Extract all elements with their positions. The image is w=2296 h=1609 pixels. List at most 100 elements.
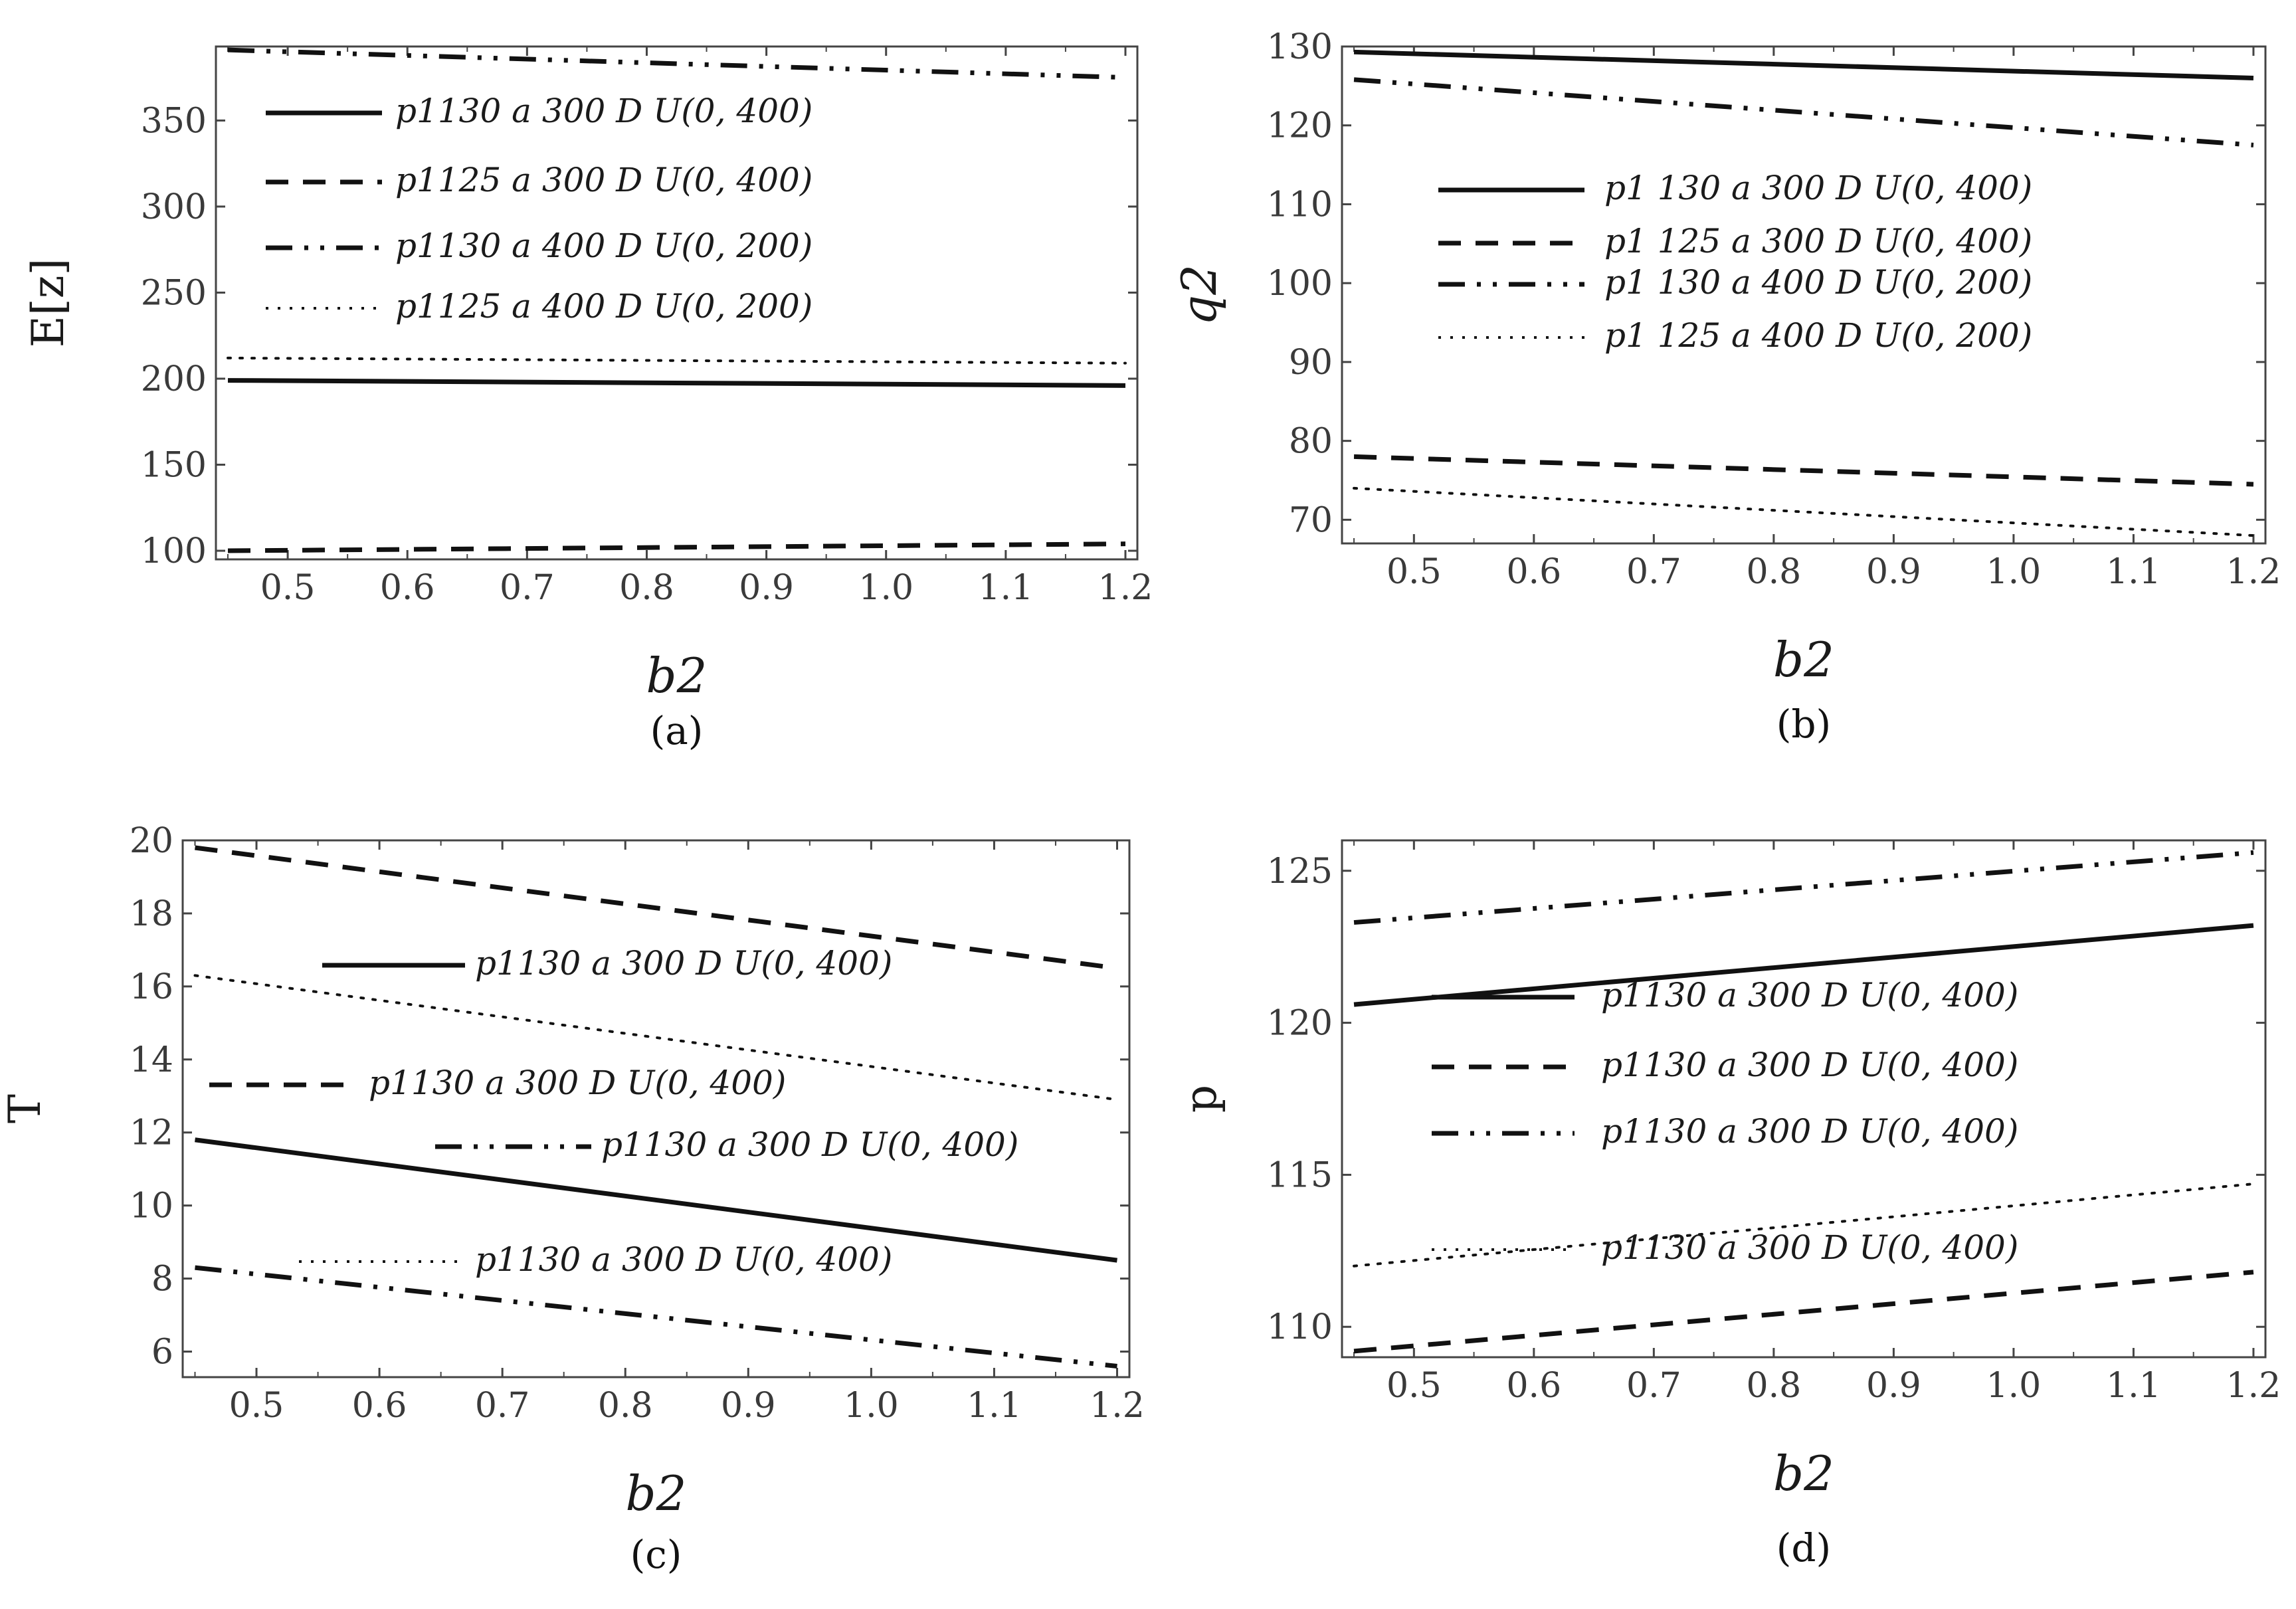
series-line-dotted (227, 356, 1127, 365)
series-line-solid (195, 1137, 1117, 1263)
y-tick-label: 130 (1267, 27, 1333, 67)
chart-panel-c: 0.5 0.6 0.7 0.8 0.9 1.0 1.1 1.2 6 8 10 12 14 16 18 20 p1… (0, 821, 1145, 1577)
y-tick-label: 20 (130, 821, 173, 861)
legend-entry: p1130 a 400 D U(0, 200) (395, 227, 813, 265)
plot-frame (181, 839, 1131, 1378)
legend-entry: p1 130 a 300 D U(0, 400) (1604, 169, 2032, 207)
legend-entry: p1 125 a 300 D U(0, 400) (1604, 222, 2032, 260)
x-tick-label: 0.9 (721, 1386, 776, 1426)
series-line-dotted (1353, 486, 2255, 537)
y-tick-label: 115 (1267, 1155, 1333, 1195)
x-tick-label: 1.2 (1098, 568, 1153, 608)
panel-caption: (d) (1776, 1525, 1831, 1570)
x-tick-label: 1.2 (2226, 552, 2281, 592)
y-tick-label: 120 (1267, 1004, 1333, 1044)
x-tick-label: 0.5 (229, 1386, 284, 1426)
series-line-solid (1353, 49, 2254, 80)
x-tick-label: 0.5 (260, 568, 316, 608)
x-tick-label: 0.5 (1387, 1366, 1442, 1406)
x-tick-label: 1.0 (858, 568, 913, 608)
x-tick-label: 0.6 (1506, 552, 1561, 592)
x-tick-label: 0.8 (619, 568, 674, 608)
legend-entry: p1130 a 300 D U(0, 400) (1601, 976, 2018, 1014)
plot-frame (1341, 839, 2267, 1359)
series-line-dotted (193, 974, 1119, 1101)
series-line-dotted (1353, 1183, 2255, 1268)
x-tick-label: 1.0 (1986, 552, 2042, 592)
y-tick-label: 8 (151, 1260, 173, 1299)
y-tick-label: 80 (1289, 422, 1333, 462)
x-axis-label: b2 (1773, 632, 1834, 688)
legend-entry: p1 130 a 400 D U(0, 200) (1604, 263, 2032, 302)
x-tick-label: 0.5 (1387, 552, 1442, 592)
y-tick-label: 150 (141, 446, 207, 486)
x-tick-label: 0.6 (1506, 1366, 1561, 1406)
x-tick-label: 0.9 (1866, 552, 1921, 592)
y-tick-label: 16 (130, 967, 173, 1007)
y-tick-label: 10 (130, 1186, 173, 1226)
panel-caption: (a) (650, 708, 704, 753)
series-line-dashdotdot (195, 1265, 1117, 1369)
y-tick-label: 14 (130, 1040, 173, 1080)
x-axis-label: b2 (1773, 1446, 1834, 1501)
y-tick-label: 300 (141, 187, 207, 227)
series-line-dashed (227, 541, 1126, 553)
y-axis-label: E[z] (23, 258, 74, 347)
x-tick-label: 0.7 (500, 568, 555, 608)
y-tick-label: 200 (141, 359, 207, 399)
x-tick-label: 1.2 (2226, 1366, 2281, 1406)
x-axis-label: b2 (626, 1466, 687, 1521)
series-line-dashed (195, 845, 1117, 971)
x-tick-label: 1.1 (979, 568, 1034, 608)
plot-frame (1341, 45, 2267, 545)
y-tick-label: 100 (141, 531, 207, 571)
x-tick-label: 0.8 (598, 1386, 653, 1426)
y-axis-label: p (1175, 1085, 1226, 1113)
x-tick-label: 0.8 (1747, 1366, 1802, 1406)
y-tick-label: 350 (141, 101, 207, 141)
y-tick-label: 110 (1267, 185, 1333, 225)
legend-entry: p1130 a 300 D U(0, 400) (1601, 1046, 2018, 1084)
chart-panel-a: 0.5 0.6 0.7 0.8 0.9 1.0 1.1 1.2 100 150 200 250 300 3… (23, 45, 1153, 753)
x-tick-label: 0.6 (352, 1386, 407, 1426)
y-tick-label: 125 (1267, 852, 1333, 892)
series-line-dashdotdot (227, 47, 1126, 80)
x-tick-label: 0.7 (1626, 552, 1681, 592)
y-tick-label: 120 (1267, 106, 1333, 146)
x-tick-label: 1.1 (2106, 1366, 2161, 1406)
legend-entry: p1130 a 300 D U(0, 400) (369, 1064, 786, 1102)
series-line-solid (227, 378, 1126, 388)
series-line-dashed (1353, 1270, 2254, 1354)
legend-entry: p1130 a 300 D U(0, 400) (601, 1125, 1018, 1164)
x-tick-label: 1.0 (1986, 1366, 2042, 1406)
y-tick-label: 100 (1267, 264, 1333, 304)
chart-panel-b: 0.5 0.6 0.7 0.8 0.9 1.0 1.1 1.2 70 80 90 100 110 120 1… (1171, 27, 2281, 747)
legend-entry: p1130 a 300 D U(0, 400) (395, 92, 813, 130)
x-axis-label: b2 (646, 648, 708, 704)
x-tick-label: 1.0 (844, 1386, 899, 1426)
panel-caption: (b) (1776, 702, 1831, 747)
series-line-dashdotdot (1353, 850, 2254, 925)
legend-entry: p1125 a 300 D U(0, 400) (395, 161, 813, 199)
x-tick-label: 1.2 (1090, 1386, 1145, 1426)
plot-frame (215, 45, 1139, 561)
y-tick-label: 12 (130, 1113, 173, 1153)
x-tick-label: 0.6 (380, 568, 435, 608)
legend-entry: p1130 a 300 D U(0, 400) (1601, 1228, 2018, 1267)
y-axis-label: q2 (1171, 264, 1227, 326)
legend-entry: p1130 a 300 D U(0, 400) (1601, 1112, 2018, 1151)
x-tick-label: 1.1 (967, 1386, 1022, 1426)
y-tick-label: 90 (1289, 343, 1333, 383)
x-tick-label: 0.9 (739, 568, 794, 608)
y-tick-label: 110 (1267, 1307, 1333, 1347)
panel-caption: (c) (630, 1532, 682, 1577)
series-line-solid (1353, 923, 2254, 1007)
y-tick-label: 6 (151, 1333, 173, 1372)
y-tick-label: 18 (130, 894, 173, 934)
y-axis-label: T (0, 1094, 50, 1123)
y-tick-label: 250 (141, 273, 207, 313)
legend-entry: p1 125 a 400 D U(0, 200) (1604, 316, 2032, 355)
legend-entry: p1130 a 300 D U(0, 400) (475, 944, 892, 983)
y-tick-label: 70 (1289, 500, 1333, 540)
